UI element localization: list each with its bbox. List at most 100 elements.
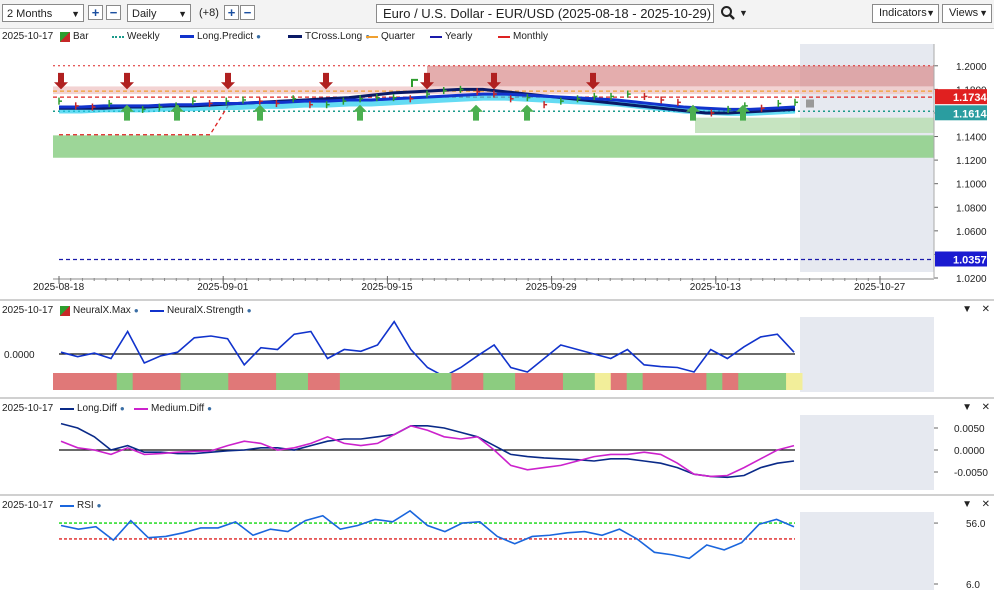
- search-dropdown-icon[interactable]: ▼: [739, 8, 748, 18]
- buy-arrow-icon: [686, 104, 700, 121]
- panel-date: 2025-10-17: [2, 305, 54, 316]
- price-panel[interactable]: 2025-10-17 Bar Weekly Long.Predict ● TCross.…: [0, 28, 994, 298]
- settings-dot-icon[interactable]: ●: [119, 404, 125, 413]
- chevron-down-icon[interactable]: ▼: [962, 304, 972, 315]
- neural-max-cell: [228, 373, 245, 390]
- neural-max-cell: [276, 373, 293, 390]
- neural-max-cell: [116, 373, 134, 390]
- neural-max-cell: [626, 373, 644, 390]
- support-zone: [53, 135, 934, 158]
- panel-divider[interactable]: [0, 397, 994, 399]
- sell-arrow-icon: [221, 72, 235, 90]
- neural-max-cell: [164, 373, 181, 390]
- y-tick-label: 0.0000: [954, 446, 985, 457]
- zoom-in-button[interactable]: +: [88, 5, 103, 20]
- settings-dot-icon[interactable]: ●: [256, 32, 261, 41]
- symbol-title[interactable]: Euro / U.S. Dollar - EUR/USD (2025-08-18…: [376, 4, 714, 23]
- settings-dot-icon[interactable]: ●: [96, 501, 102, 510]
- legend-item-long-predict[interactable]: Long.Predict ●: [180, 31, 261, 42]
- neural-max-cell: [307, 373, 325, 390]
- legend-item-rsi[interactable]: RSI ●: [60, 500, 102, 511]
- chevron-down-icon: ▼: [178, 9, 187, 19]
- legend-item-long-diff[interactable]: Long.Diff ●: [60, 403, 125, 414]
- legend-item-neuralx-max[interactable]: NeuralX.Max ●: [60, 305, 139, 316]
- settings-dot-icon[interactable]: ●: [133, 306, 139, 315]
- settings-dot-icon[interactable]: ●: [207, 404, 213, 413]
- interval-select[interactable]: Daily ▼: [127, 4, 191, 22]
- panel-date: 2025-10-17: [2, 31, 54, 42]
- chevron-down-icon[interactable]: ▼: [962, 499, 972, 510]
- legend-item-bar[interactable]: Bar: [60, 31, 89, 42]
- y-tick-label: 6.0: [966, 580, 980, 591]
- x-tick-label: 2025-09-29: [526, 282, 578, 293]
- period-select[interactable]: 2 Months ▼: [2, 4, 84, 22]
- legend-swatch: [150, 309, 164, 312]
- neural-max-cell: [180, 373, 197, 390]
- add-bars-button[interactable]: +: [224, 5, 239, 20]
- legend-swatch: [60, 31, 70, 42]
- price-chart[interactable]: 1.20001.18001.16001.14001.12001.10001.08…: [0, 28, 994, 298]
- neural-max-cell: [355, 373, 373, 390]
- zoom-out-button[interactable]: −: [106, 5, 121, 20]
- chevron-down-icon[interactable]: ▼: [962, 402, 972, 413]
- neural-panel[interactable]: 2025-10-17 NeuralX.Max ● NeuralX.Strength ●…: [0, 301, 994, 397]
- search-icon[interactable]: [720, 5, 736, 24]
- indicators-button[interactable]: Indicators ▼: [872, 4, 939, 23]
- price-bar: [411, 78, 418, 88]
- legend-swatch: [180, 35, 194, 38]
- diff-chart[interactable]: 0.0050 0.0000 -0.0050: [0, 399, 994, 494]
- future-region: [800, 415, 934, 490]
- panel-divider[interactable]: [0, 494, 994, 496]
- sell-arrow-icon: [586, 72, 600, 90]
- views-button[interactable]: Views ▼: [942, 4, 992, 23]
- legend-item-neuralx-strength[interactable]: NeuralX.Strength ●: [150, 305, 252, 316]
- future-region: [800, 317, 934, 392]
- neural-max-cell: [674, 373, 691, 390]
- legend-label: Medium.Diff: [151, 403, 205, 414]
- legend-swatch: [112, 35, 124, 38]
- price-label: 1.0357: [953, 254, 987, 266]
- long-diff-line: [60, 422, 795, 479]
- neural-max-cell: [483, 373, 500, 390]
- neural-max-cell: [260, 373, 277, 390]
- y-tick-label: 1.0600: [956, 227, 987, 238]
- legend-swatch: [60, 504, 74, 507]
- legend-item-yearly[interactable]: Yearly: [430, 31, 472, 42]
- x-tick-label: 2025-08-18: [33, 282, 85, 293]
- y-tick-label: 1.1200: [956, 156, 987, 167]
- neural-max-cell: [132, 373, 150, 390]
- legend-label: Quarter: [381, 31, 415, 42]
- rsi-chart[interactable]: 56.0 6.0: [0, 496, 994, 600]
- panel-date: 2025-10-17: [2, 500, 54, 511]
- buy-arrow-icon: [353, 104, 367, 121]
- y-tick-label: 1.1400: [956, 133, 987, 144]
- legend-label: NeuralX.Max: [73, 305, 131, 316]
- settings-dot-icon[interactable]: ●: [246, 306, 252, 315]
- sell-arrow-icon: [420, 72, 434, 90]
- x-tick-label: 2025-09-15: [361, 282, 413, 293]
- neural-max-cell: [738, 373, 755, 390]
- close-icon[interactable]: ✕: [981, 402, 990, 413]
- legend-label: Bar: [73, 31, 89, 42]
- legend-item-weekly[interactable]: Weekly: [112, 31, 160, 42]
- neural-chart[interactable]: 0.0000: [0, 301, 994, 397]
- diff-panel[interactable]: 2025-10-17 Long.Diff ● Medium.Diff ● ▼ ✕ 0.…: [0, 399, 994, 494]
- neural-max-cell: [658, 373, 676, 390]
- rsi-panel[interactable]: 2025-10-17 RSI ● ▼ ✕ 56.0 6.0: [0, 496, 994, 600]
- neural-max-cell: [148, 373, 166, 390]
- close-icon[interactable]: ✕: [981, 304, 990, 315]
- chevron-down-icon: ▼: [926, 8, 935, 18]
- panel-divider[interactable]: [0, 299, 994, 301]
- legend-item-medium-diff[interactable]: Medium.Diff ●: [134, 403, 212, 414]
- toolbar: 2 Months ▼ + − Daily ▼ (+8) + − Euro / U.S…: [0, 0, 994, 29]
- buy-arrow-icon: [253, 104, 267, 121]
- buy-arrow-icon: [120, 104, 134, 121]
- remove-bars-button[interactable]: −: [240, 5, 255, 20]
- legend-label: RSI: [77, 500, 94, 511]
- legend-item-quarter[interactable]: Quarter: [366, 31, 415, 42]
- close-icon[interactable]: ✕: [981, 499, 990, 510]
- legend-label: Long.Diff: [77, 403, 117, 414]
- legend-swatch: [134, 407, 148, 410]
- legend-item-monthly[interactable]: Monthly: [498, 31, 548, 42]
- legend-swatch: [498, 35, 510, 38]
